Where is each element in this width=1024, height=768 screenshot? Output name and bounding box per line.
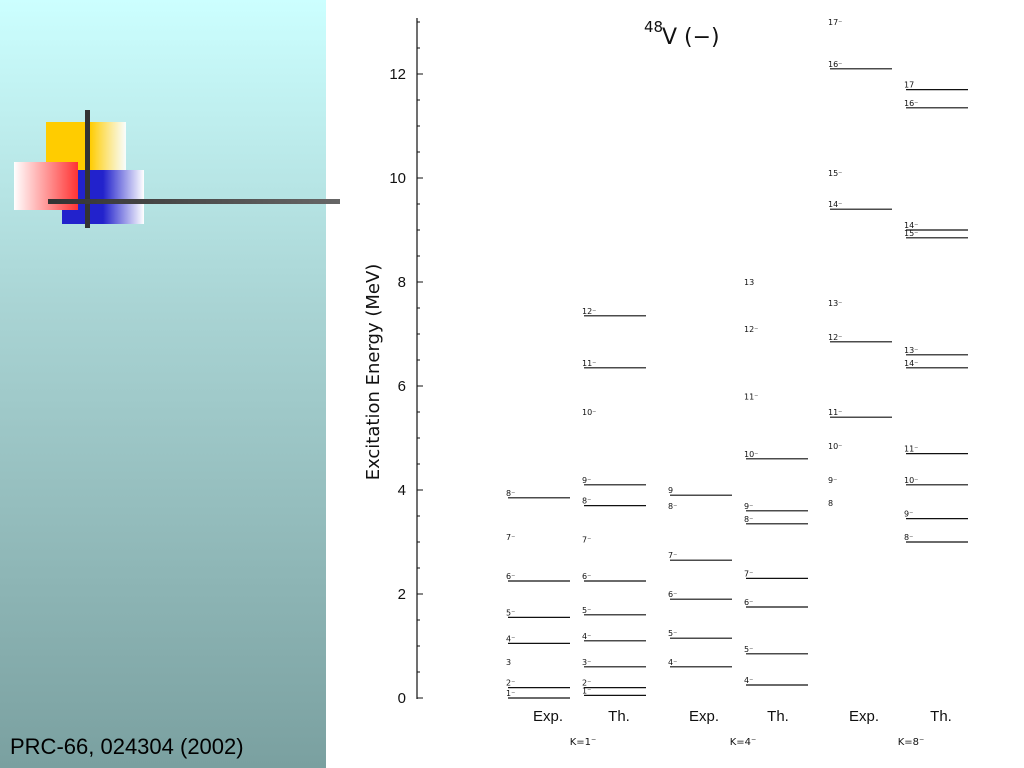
energy-level-label: 8⁻ bbox=[904, 533, 913, 542]
energy-level-label: 9⁻ bbox=[828, 476, 837, 485]
energy-level-label: 1⁻ bbox=[506, 689, 515, 698]
energy-level-label: 5⁻ bbox=[744, 645, 753, 654]
energy-level-label: 13 bbox=[744, 278, 754, 287]
energy-level-label: 11⁻ bbox=[904, 445, 918, 454]
energy-level-label: 16⁻ bbox=[904, 99, 918, 108]
column-label: Exp. bbox=[533, 708, 563, 725]
energy-level-label: 10⁻ bbox=[744, 450, 758, 459]
decorative-squares-icon bbox=[14, 110, 340, 228]
column-label: Th. bbox=[767, 708, 789, 725]
energy-level-label: 6⁻ bbox=[744, 598, 753, 607]
energy-level-label: 1⁻ bbox=[582, 686, 591, 695]
energy-level-label: 8⁻ bbox=[506, 489, 515, 498]
y-tick-label: 12 bbox=[389, 66, 406, 83]
figure-panel bbox=[326, 0, 1024, 768]
y-tick-label: 2 bbox=[398, 586, 406, 603]
energy-level-label: 8⁻ bbox=[668, 502, 677, 511]
energy-level-label: 8⁻ bbox=[582, 497, 591, 506]
energy-level-label: 10⁻ bbox=[582, 408, 596, 417]
energy-level-label: 12⁻ bbox=[828, 333, 842, 342]
energy-level-label: 7⁻ bbox=[506, 533, 515, 542]
energy-level-label: 5⁻ bbox=[582, 606, 591, 615]
energy-level-label: 9⁻ bbox=[744, 502, 753, 511]
y-tick-label: 10 bbox=[389, 170, 406, 187]
energy-level-label: 17 bbox=[904, 81, 914, 90]
energy-level-label: 4⁻ bbox=[506, 634, 515, 643]
band-label: K=4⁻ bbox=[730, 737, 757, 748]
energy-level-label: 14⁻ bbox=[904, 359, 918, 368]
energy-level-label: 13⁻ bbox=[904, 346, 918, 355]
y-axis-label: Excitation Energy (MeV) bbox=[363, 264, 384, 481]
energy-level-label: 10⁻ bbox=[828, 442, 842, 451]
energy-level-label: 14⁻ bbox=[904, 221, 918, 230]
level-scheme-chart: 48 V (−) Excitation Energy (MeV) 0 2 4 6 8 10… bbox=[363, 18, 968, 748]
energy-level-label: 7⁻ bbox=[744, 569, 753, 578]
band-label: K=1⁻ bbox=[570, 737, 597, 748]
energy-level-label: 15⁻ bbox=[828, 169, 842, 178]
column-label: Th. bbox=[930, 708, 952, 725]
energy-level-label: 6⁻ bbox=[668, 590, 677, 599]
energy-level-label: 5⁻ bbox=[506, 608, 515, 617]
column-label: Exp. bbox=[849, 708, 879, 725]
energy-level-label: 5⁻ bbox=[668, 629, 677, 638]
energy-level-label: 10⁻ bbox=[904, 476, 918, 485]
energy-level-label: 2⁻ bbox=[506, 679, 515, 688]
energy-level-label: 17⁻ bbox=[828, 18, 842, 27]
energy-level-label: 6⁻ bbox=[506, 572, 515, 581]
energy-level-label: 6⁻ bbox=[582, 572, 591, 581]
energy-level-label: 16⁻ bbox=[828, 60, 842, 69]
y-tick-label: 6 bbox=[398, 378, 406, 395]
energy-level-label: 2⁻ bbox=[582, 679, 591, 688]
chart-title: V (−) bbox=[662, 25, 720, 50]
energy-level-label: 8 bbox=[828, 499, 833, 508]
energy-level-label: 7⁻ bbox=[582, 536, 591, 545]
column-label: Th. bbox=[608, 708, 630, 725]
deco-horizontal-line bbox=[48, 199, 340, 204]
energy-level-label: 3 bbox=[506, 658, 511, 667]
energy-level-label: 9 bbox=[668, 486, 673, 495]
energy-level-label: 9⁻ bbox=[582, 476, 591, 485]
energy-level-label: 15⁻ bbox=[904, 229, 918, 238]
energy-level-label: 13⁻ bbox=[828, 299, 842, 308]
energy-level-label: 11⁻ bbox=[582, 359, 596, 368]
energy-level-label: 9⁻ bbox=[904, 510, 913, 519]
energy-level-label: 4⁻ bbox=[744, 676, 753, 685]
energy-level-label: 4⁻ bbox=[582, 632, 591, 641]
energy-level-label: 8⁻ bbox=[744, 515, 753, 524]
citation-text: PRC-66, 024304 (2002) bbox=[10, 734, 244, 759]
energy-level-label: 7⁻ bbox=[668, 551, 677, 560]
column-label: Exp. bbox=[689, 708, 719, 725]
y-tick-label: 4 bbox=[398, 482, 406, 499]
energy-level-label: 3⁻ bbox=[582, 658, 591, 667]
energy-level-label: 12⁻ bbox=[744, 325, 758, 334]
y-tick-label: 0 bbox=[398, 690, 406, 707]
band-label: K=8⁻ bbox=[898, 737, 925, 748]
deco-vertical-line bbox=[85, 110, 90, 228]
energy-level-label: 4⁻ bbox=[668, 658, 677, 667]
energy-level-label: 11⁻ bbox=[744, 393, 758, 402]
y-tick-label: 8 bbox=[398, 274, 406, 291]
chart-title-mass: 48 bbox=[644, 18, 663, 36]
energy-level-label: 14⁻ bbox=[828, 200, 842, 209]
energy-level-label: 11⁻ bbox=[828, 408, 842, 417]
energy-level-label: 12⁻ bbox=[582, 307, 596, 316]
